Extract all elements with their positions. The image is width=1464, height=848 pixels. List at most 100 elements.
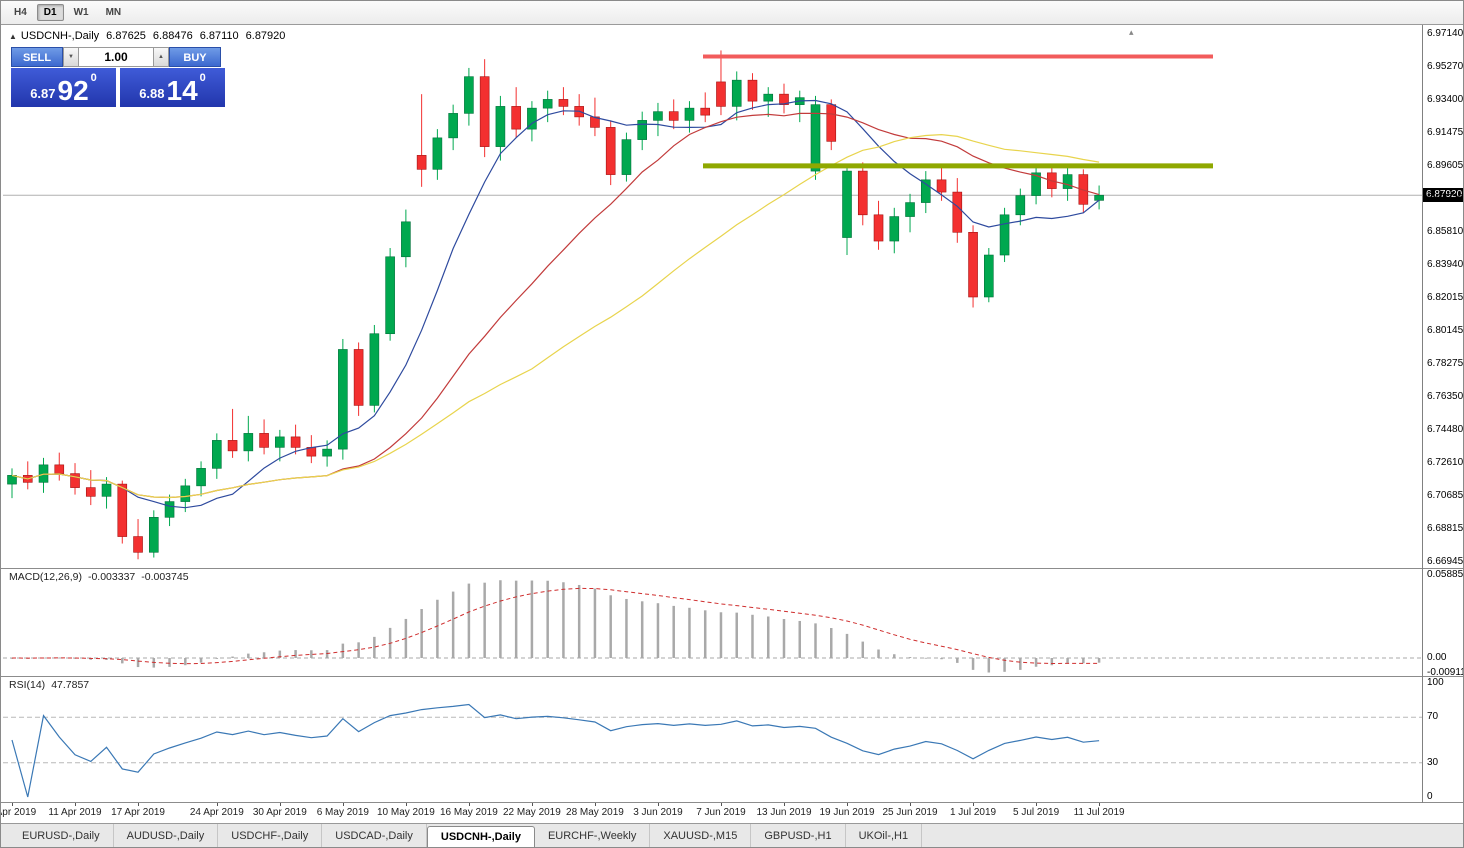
chart-tab-audusd[interactable]: AUDUSD-,Daily	[114, 824, 219, 847]
time-axis-tick	[657, 803, 659, 806]
time-axis-label: 11 Jul 2019	[1073, 807, 1125, 818]
chart-tab-xauusd[interactable]: XAUUSD-,M15	[650, 824, 752, 847]
time-axis-tick	[138, 803, 140, 806]
volume-increase-button[interactable]: ▲	[153, 47, 169, 67]
time-axis-label: 10 May 2019	[376, 807, 435, 818]
time-axis-label: 7 Jun 2019	[696, 807, 746, 818]
main-macd-separator[interactable]	[1, 568, 1463, 569]
chart-tab-eurusd[interactable]: EURUSD-,Daily	[9, 824, 114, 847]
time-axis-tick	[847, 803, 848, 806]
macd-rsi-separator[interactable]	[1, 676, 1463, 677]
time-axis-tick	[973, 803, 975, 806]
macd-signal-value: -0.003745	[141, 571, 189, 583]
timeframe-buttons: H4 D1 W1 MN	[7, 4, 131, 21]
timeframe-button-d1[interactable]: D1	[36, 4, 64, 21]
rsi-axis-label: 0	[1427, 791, 1433, 802]
rsi-name: RSI(14)	[9, 679, 46, 691]
time-axis-label: 13 Jun 2019	[756, 807, 812, 818]
sell-button[interactable]: SELL	[11, 47, 63, 67]
time-axis-tick	[783, 803, 785, 806]
volume-input[interactable]	[79, 47, 153, 67]
chart-tab-usdcnh[interactable]: USDCNH-,Daily	[426, 826, 535, 847]
price-axis-label: 6.87735	[1427, 193, 1464, 204]
price-axis-label: 6.89605	[1427, 160, 1464, 171]
rsi-axis-label: 30	[1427, 756, 1439, 768]
time-axis[interactable]: 5 Apr 2019 11 Apr 2019 17 Apr 2019 24 Apr 2…	[1, 803, 1422, 823]
one-click-toggle-icon[interactable]: ▲	[9, 32, 17, 41]
price-axis-label: 6.95270	[1427, 61, 1464, 72]
price-axis-label: 6.85810	[1427, 226, 1464, 237]
sell-price-display[interactable]: 6.87 92 0	[11, 68, 116, 107]
macd-axis-label: 0.058851	[1427, 569, 1464, 581]
sell-price-pip: 0	[90, 72, 97, 84]
rsi-indicator-label: RSI(14) 47.7857	[9, 679, 89, 691]
rsi-axis-label: 100	[1427, 677, 1444, 688]
price-axis-label: 6.66945	[1427, 556, 1464, 567]
time-axis-label: 17 Apr 2019	[111, 807, 165, 818]
chart-tab-bar: EURUSD-,Daily AUDUSD-,Daily USDCHF-,Daily U…	[1, 823, 1463, 847]
chart-canvas[interactable]	[3, 25, 1422, 803]
buy-price-prefix: 6.88	[139, 86, 165, 101]
time-axis-label: 16 May 2019	[439, 807, 498, 818]
price-scale-separator	[1422, 25, 1423, 803]
one-click-trading-panel: SELL ▼ ▲ BUY 6.87 92 0 6.88 14 0	[11, 47, 225, 107]
timeframe-toolbar: H4 D1 W1 MN	[1, 1, 1463, 25]
time-axis-label: 1 Jul 2019	[949, 807, 997, 818]
ohlc-close: 6.87920	[245, 30, 286, 42]
sell-price-big-digits: 92	[57, 75, 89, 106]
timeframe-button-mn[interactable]: MN	[105, 7, 122, 18]
ohlc-open: 6.87625	[106, 30, 146, 42]
buy-price-pip: 0	[199, 72, 206, 84]
chart-tab-eurchf[interactable]: EURCHF-,Weekly	[535, 824, 651, 847]
time-axis-tick	[468, 803, 470, 806]
time-axis-tick	[720, 803, 722, 806]
time-axis-tick	[1099, 803, 1101, 806]
price-scale[interactable]: 6.87920 6.97140 6.95270 6.93400 6.91475 6.89…	[1423, 25, 1464, 803]
macd-name: MACD(12,26,9)	[9, 571, 82, 583]
volume-decrease-button[interactable]: ▼	[63, 47, 79, 67]
time-axis-label: 30 Apr 2019	[252, 807, 307, 818]
price-axis-label: 6.72610	[1427, 457, 1464, 468]
time-axis-label: 3 Jun 2019	[633, 807, 683, 818]
buy-price-display[interactable]: 6.88 14 0	[120, 68, 225, 107]
rsi-axis-separator	[1, 802, 1463, 803]
macd-axis-label: -0.009116	[1427, 666, 1463, 678]
sell-price-prefix: 6.87	[30, 86, 56, 101]
time-axis-tick	[910, 803, 912, 806]
chart-collapse-icon[interactable]: ▴	[1129, 27, 1134, 37]
time-axis-tick	[1036, 803, 1038, 806]
time-axis-tick	[594, 803, 596, 806]
time-axis-label: 19 Jun 2019	[819, 807, 875, 818]
price-axis-label: 6.76350	[1427, 391, 1464, 402]
price-axis-label: 6.82015	[1427, 292, 1464, 303]
timeframe-button-w1[interactable]: W1	[73, 7, 89, 18]
time-axis-tick	[75, 803, 77, 806]
time-axis-label: 6 May 2019	[316, 807, 369, 818]
current-price-tag: 6.87920	[1423, 188, 1463, 203]
macd-indicator-label: MACD(12,26,9) -0.003337 -0.003745	[9, 571, 189, 583]
price-axis-label: 6.93400	[1427, 94, 1464, 105]
ohlc-low: 6.87110	[199, 30, 239, 42]
time-axis-tick	[405, 803, 407, 806]
macd-axis-label: 0.00	[1427, 652, 1447, 663]
timeframe-button-h4[interactable]: H4	[14, 7, 27, 18]
time-axis-label: 11 Apr 2019	[48, 807, 102, 818]
buy-button[interactable]: BUY	[169, 47, 221, 67]
chart-tab-gbpusd[interactable]: GBPUSD-,H1	[751, 824, 846, 847]
price-axis-label: 6.91475	[1427, 127, 1464, 138]
time-axis-label: 24 Apr 2019	[189, 807, 244, 818]
time-axis-label: 22 May 2019	[502, 807, 561, 818]
price-axis-label: 6.83940	[1427, 259, 1464, 270]
chart-tab-usdchf[interactable]: USDCHF-,Daily	[218, 824, 323, 847]
chart-title: ▲ USDCNH-,Daily 6.87625 6.88476 6.87110 6.879…	[9, 30, 285, 42]
time-axis-tick	[216, 803, 218, 806]
rsi-axis-label: 70	[1427, 711, 1439, 723]
price-axis-label: 6.74480	[1427, 424, 1464, 435]
time-axis-tick	[531, 803, 533, 806]
chart-tab-ukoil[interactable]: UKOil-,H1	[846, 824, 923, 847]
chart-tab-usdcad[interactable]: USDCAD-,Daily	[322, 824, 427, 847]
price-axis-label: 6.70685	[1427, 490, 1464, 501]
ohlc-high: 6.88476	[152, 30, 193, 42]
chart-symbol-period: USDCNH-,Daily	[20, 30, 100, 42]
